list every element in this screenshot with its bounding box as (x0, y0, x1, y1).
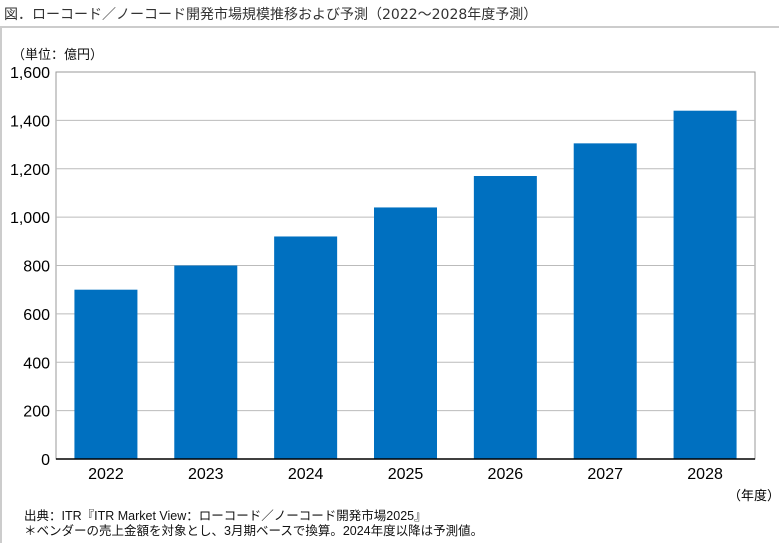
bar-2026 (473, 176, 537, 459)
x-tick-label: 2025 (388, 466, 424, 483)
x-tick-label: 2024 (288, 466, 324, 483)
bar-2024 (274, 236, 338, 459)
bar-2028 (673, 110, 737, 459)
bar-2025 (374, 207, 437, 459)
bar-2027 (573, 143, 637, 459)
x-axis-unit: （年度） (728, 489, 780, 504)
footnote: ＊ベンダーの売上金額を対象とし、3月期ベースで換算。2024年度以降は予測値。 (24, 524, 484, 538)
chart-frame (0, 26, 779, 543)
y-tick-label: 1,400 (10, 113, 50, 130)
x-tick-label: 2027 (587, 466, 623, 483)
y-tick-label: 400 (23, 355, 50, 372)
footnotes: 出典：ITR『ITR Market View：ローコード／ノーコード開発市場20… (24, 509, 483, 539)
figure-title: 図．ローコード／ノーコード開発市場規模推移および予測（2022〜2028年度予測… (4, 7, 538, 23)
x-tick-label: 2022 (88, 466, 124, 483)
y-tick-label: 800 (23, 259, 50, 276)
x-tick-label: 2028 (687, 466, 723, 483)
x-tick-label: 2026 (488, 466, 524, 483)
y-tick-label: 200 (23, 404, 50, 421)
y-tick-label: 1,600 (10, 65, 50, 82)
bar-2022 (74, 289, 138, 459)
y-tick-label: 1,200 (10, 162, 50, 179)
y-axis-unit: （単位：億円） (12, 48, 104, 63)
x-tick-label: 2023 (188, 466, 224, 483)
y-tick-label: 600 (23, 307, 50, 324)
bar-2023 (174, 265, 238, 459)
y-tick-label: 1,000 (10, 210, 50, 227)
source-note: 出典：ITR『ITR Market View：ローコード／ノーコード開発市場20… (24, 509, 427, 523)
y-tick-label: 0 (41, 452, 50, 469)
